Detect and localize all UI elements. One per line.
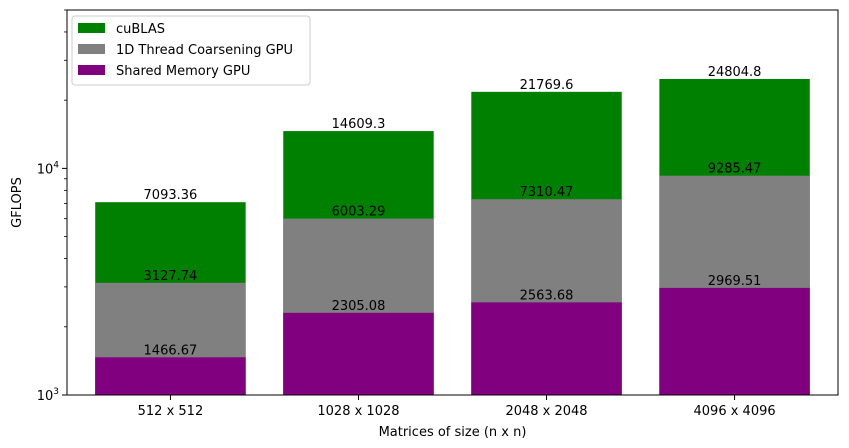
- legend-label-3: Shared Memory GPU: [116, 64, 250, 79]
- data-label-2-4: 9285.47: [708, 162, 762, 177]
- x-tick-label: 2048 x 2048: [505, 404, 587, 419]
- x-axis: 512 x 512 1028 x 1028 2048 x 2048 4096 x 40…: [138, 395, 776, 419]
- x-tick-label: 512 x 512: [138, 404, 204, 419]
- bar-3-1: [95, 357, 246, 395]
- legend-swatch-1: [78, 23, 105, 33]
- bars: [95, 78, 810, 395]
- data-label-3-3: 2563.68: [520, 288, 574, 303]
- y-tick-label: 104: [37, 160, 60, 177]
- data-label-1-3: 21769.6: [520, 78, 574, 93]
- data-label-2-1: 3127.74: [144, 269, 198, 284]
- data-label-1-1: 7093.36: [144, 188, 198, 203]
- data-label-1-4: 24804.8: [708, 65, 762, 80]
- data-label-1-2: 14609.3: [332, 117, 386, 132]
- bar-3-3: [471, 302, 622, 395]
- legend-label-1: cuBLAS: [116, 22, 165, 37]
- y-tick-label: 103: [37, 387, 59, 404]
- y-axis-label: GFLOPS: [10, 177, 25, 228]
- x-tick-label: 4096 x 4096: [694, 404, 776, 419]
- x-axis-label: Matrices of size (n x n): [379, 425, 527, 440]
- legend-box: [71, 15, 311, 86]
- bar-3-4: [659, 287, 810, 395]
- legend-swatch-2: [78, 44, 105, 54]
- data-label-3-4: 2969.51: [708, 274, 762, 289]
- legend-label-2: 1D Thread Coarsening GPU: [116, 43, 293, 58]
- data-label-2-3: 7310.47: [520, 185, 574, 200]
- legend: cuBLAS 1D Thread Coarsening GPU Shared Mem…: [71, 15, 311, 86]
- data-label-3-2: 2305.08: [332, 299, 386, 314]
- legend-swatch-3: [78, 65, 105, 75]
- bar-3-2: [283, 312, 434, 395]
- y-axis: 103 104: [37, 9, 67, 404]
- data-label-3-1: 1466.67: [144, 343, 198, 358]
- plot-frame: [66, 9, 839, 396]
- x-tick-label: 1028 x 1028: [317, 404, 399, 419]
- bar-labels: 7093.36 14609.3 21769.6 24804.8 3127.74 6003.…: [144, 65, 762, 358]
- data-label-2-2: 6003.29: [332, 205, 386, 220]
